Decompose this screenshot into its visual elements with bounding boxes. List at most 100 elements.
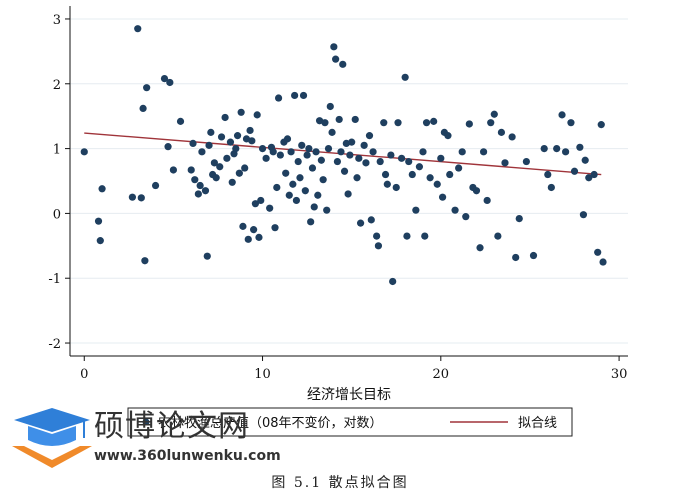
scatter-point <box>497 128 506 136</box>
scatter-point <box>258 144 267 153</box>
scatter-point <box>273 183 281 192</box>
scatter-point <box>317 156 325 164</box>
scatter-point <box>189 139 197 148</box>
scatter-point <box>339 60 347 68</box>
scatter-point <box>381 170 390 179</box>
plot-background <box>0 0 680 472</box>
scatter-point <box>96 237 104 245</box>
scatter-point <box>374 242 383 250</box>
scatter-point <box>376 157 384 166</box>
scatter-point <box>269 148 277 156</box>
scatter-point <box>332 55 340 63</box>
scatter-point <box>198 148 206 156</box>
scatter-point <box>330 43 338 51</box>
scatter-point <box>446 170 454 179</box>
scatter-point <box>455 164 463 172</box>
scatter-point <box>415 163 424 171</box>
scatter-point <box>458 148 466 156</box>
scatter-point <box>426 174 434 182</box>
y-tick-label: 1 <box>53 143 61 158</box>
scatter-point <box>340 167 349 175</box>
scatter-point <box>487 119 495 127</box>
scatter-point <box>241 164 249 172</box>
scatter-point <box>594 248 602 256</box>
scatter-point <box>597 121 605 129</box>
scatter-point <box>337 148 345 156</box>
scatter-point <box>321 119 329 127</box>
scatter-point <box>191 176 199 184</box>
scatter-point <box>562 148 570 156</box>
scatter-point <box>164 143 172 151</box>
scatter-point <box>221 113 229 122</box>
scatter-point <box>369 148 377 156</box>
y-tick-label: 3 <box>53 13 61 28</box>
scatter-point <box>430 117 438 125</box>
scatter-point <box>576 143 584 151</box>
scatter-point <box>344 190 352 198</box>
scatter-point <box>547 183 555 192</box>
scatter-point <box>292 196 301 205</box>
scatter-point <box>253 111 261 119</box>
scatter-point <box>335 115 343 124</box>
watermark-name: 硕博论文网 <box>94 409 249 444</box>
scatter-point <box>251 200 260 208</box>
scatter-point <box>599 258 607 266</box>
scatter-point <box>346 151 354 159</box>
scatter-point <box>590 170 598 179</box>
scatter-point <box>405 157 413 166</box>
scatter-point <box>333 157 342 166</box>
scatter-point <box>210 159 219 167</box>
scatter-point <box>207 128 215 136</box>
scatter-point <box>348 138 356 146</box>
scatter-point <box>365 132 374 140</box>
scatter-point <box>353 174 361 182</box>
scatter-point <box>367 216 375 224</box>
scatter-point <box>294 157 302 166</box>
scatter-point <box>392 183 400 192</box>
scatter-point <box>299 91 308 100</box>
scatter-point <box>160 74 169 83</box>
scatter-point <box>232 144 240 153</box>
scatter-point <box>141 257 149 265</box>
scatter-point <box>483 196 491 205</box>
scatter-point <box>351 115 359 124</box>
x-tick-label: 10 <box>254 367 271 382</box>
scatter-point <box>285 191 293 199</box>
scatter-point <box>380 119 388 127</box>
scatter-point <box>472 187 481 195</box>
scatter-point <box>438 193 447 201</box>
scatter-point <box>223 154 231 162</box>
y-tick-label: -1 <box>48 272 61 287</box>
scatter-point <box>134 25 142 33</box>
scatter-point <box>512 253 520 262</box>
scatter-point <box>408 170 416 179</box>
scatter-point <box>235 169 243 177</box>
figure-caption: 图 5.1 散点拟合图 <box>271 475 409 491</box>
scatter-point <box>579 211 588 219</box>
scatter-point <box>80 148 88 156</box>
y-tick-label: 2 <box>53 78 61 93</box>
scatter-point <box>257 196 265 205</box>
scatter-point <box>194 190 202 198</box>
scatter-point <box>581 156 589 164</box>
scatter-point <box>403 232 411 240</box>
scatter-point <box>553 144 561 153</box>
scatter-point <box>319 176 327 184</box>
scatter-point <box>201 187 210 195</box>
scatter-point <box>143 84 151 92</box>
legend-marker-scatter <box>142 418 150 426</box>
scatter-point <box>246 126 254 135</box>
scatter-point <box>356 219 365 227</box>
scatter-point <box>462 213 470 221</box>
y-tick-label: 0 <box>53 207 61 222</box>
scatter-point <box>433 180 441 188</box>
scatter-point <box>494 232 502 240</box>
scatter-point <box>314 191 322 199</box>
scatter-point <box>287 148 295 156</box>
scatter-point <box>151 181 160 190</box>
x-tick-label: 30 <box>611 367 628 382</box>
scatter-point <box>515 214 523 223</box>
scatter-point <box>166 78 174 87</box>
scatter-point <box>248 137 256 145</box>
